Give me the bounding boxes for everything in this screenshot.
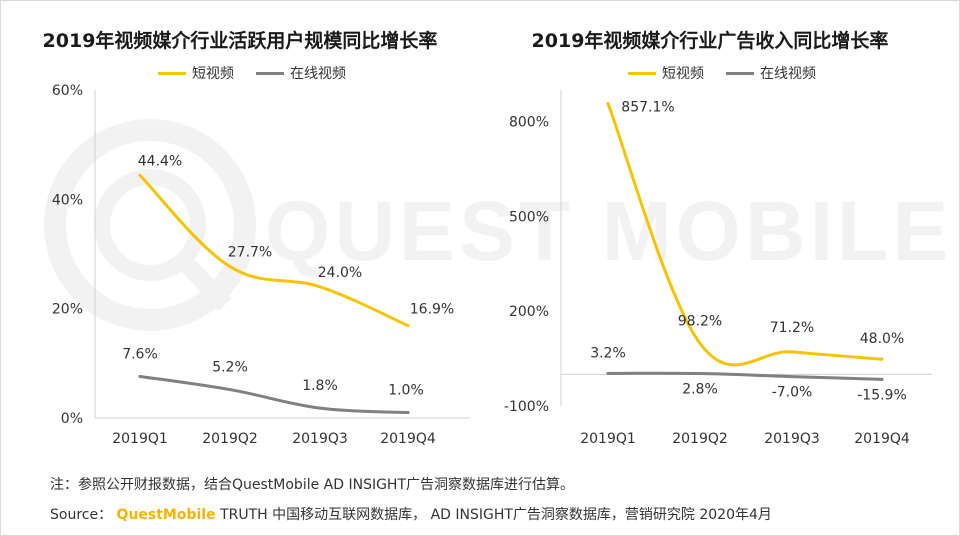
data-label: 24.0% bbox=[318, 265, 362, 281]
data-point bbox=[318, 285, 322, 289]
data-point bbox=[698, 372, 702, 376]
data-point bbox=[790, 350, 794, 354]
x-tick-label: 2019Q3 bbox=[764, 431, 820, 447]
data-label: 98.2% bbox=[678, 313, 722, 329]
series-line-short-video bbox=[606, 102, 884, 367]
data-point bbox=[880, 377, 884, 381]
legend-swatch-online-video bbox=[256, 71, 284, 75]
data-label: 44.4% bbox=[138, 153, 182, 169]
y-tick-label: 0% bbox=[61, 411, 83, 427]
series-line-online-video bbox=[138, 374, 410, 415]
data-label: 71.2% bbox=[770, 320, 814, 336]
legend-label-short-video: 短视频 bbox=[662, 66, 704, 82]
y-tick-label: 40% bbox=[52, 192, 83, 208]
x-tick-label: 2019Q2 bbox=[202, 431, 258, 447]
data-point bbox=[880, 357, 884, 361]
x-tick-label: 2019Q4 bbox=[380, 431, 436, 447]
source-prefix: Source： bbox=[50, 507, 113, 523]
data-point bbox=[228, 265, 232, 269]
data-point bbox=[406, 411, 410, 415]
data-label: 2.8% bbox=[682, 382, 718, 398]
x-tick-label: 2019Q4 bbox=[854, 431, 910, 447]
data-point bbox=[606, 371, 610, 375]
x-tick-label: 2019Q2 bbox=[672, 431, 728, 447]
data-label: 857.1% bbox=[621, 100, 674, 116]
y-tick-label: 20% bbox=[52, 302, 83, 318]
legend-item-short-video: 短视频 bbox=[158, 63, 234, 83]
y-tick-label: 200% bbox=[509, 304, 549, 320]
chart-title-ad-revenue: 2019年视频媒介行业广告收入同比增长率 bbox=[531, 30, 889, 52]
series-line-online-video bbox=[606, 371, 884, 381]
data-label: 7.6% bbox=[122, 346, 158, 362]
data-point bbox=[790, 375, 794, 379]
data-point bbox=[606, 102, 610, 106]
y-tick-label: 800% bbox=[509, 115, 549, 131]
data-label: 27.7% bbox=[228, 245, 272, 261]
legend-swatch-short-video bbox=[628, 71, 656, 75]
data-label: 5.2% bbox=[212, 360, 248, 376]
source-line: Source： QuestMobile TRUTH 中国移动互联网数据库， AD… bbox=[50, 504, 772, 524]
series-line-short-video bbox=[138, 173, 410, 328]
data-point bbox=[406, 324, 410, 328]
legend-item-online-video: 在线视频 bbox=[256, 63, 346, 83]
data-point bbox=[698, 341, 702, 345]
data-point bbox=[318, 406, 322, 410]
data-label: -7.0% bbox=[772, 385, 813, 401]
y-tick-label: -100% bbox=[504, 399, 549, 415]
legend-swatch-short-video bbox=[158, 71, 186, 75]
data-label: 1.8% bbox=[302, 378, 338, 394]
y-tick-label: 60% bbox=[52, 83, 83, 99]
data-label: -15.9% bbox=[857, 387, 907, 403]
source-rest: TRUTH 中国移动互联网数据库， AD INSIGHT广告洞察数据库，营销研究… bbox=[220, 507, 772, 523]
legend-swatch-online-video bbox=[726, 71, 754, 75]
data-label: 1.0% bbox=[388, 383, 424, 399]
legend-label-short-video: 短视频 bbox=[192, 66, 234, 82]
data-point bbox=[138, 173, 142, 177]
x-tick-label: 2019Q1 bbox=[112, 431, 168, 447]
data-point bbox=[228, 388, 232, 392]
data-label: 3.2% bbox=[590, 345, 626, 361]
data-point bbox=[138, 374, 142, 378]
legend-label-online-video: 在线视频 bbox=[760, 66, 816, 82]
legend-item-short-video: 短视频 bbox=[628, 63, 704, 83]
x-tick-label: 2019Q1 bbox=[580, 431, 636, 447]
legend-label-online-video: 在线视频 bbox=[290, 66, 346, 82]
chart-title-users: 2019年视频媒介行业活跃用户规模同比增长率 bbox=[42, 30, 438, 52]
footnote: 注：参照公开财报数据，结合QuestMobile AD INSIGHT广告洞察数… bbox=[50, 477, 575, 493]
y-tick-label: 500% bbox=[509, 209, 549, 225]
data-label: 48.0% bbox=[860, 331, 904, 347]
source-brand: QuestMobile bbox=[116, 507, 216, 523]
legend-ad-revenue: 短视频 在线视频 bbox=[628, 63, 838, 83]
legend-users: 短视频 在线视频 bbox=[158, 63, 368, 83]
legend-item-online-video: 在线视频 bbox=[726, 63, 816, 83]
data-label: 16.9% bbox=[410, 302, 454, 318]
x-tick-label: 2019Q3 bbox=[292, 431, 348, 447]
